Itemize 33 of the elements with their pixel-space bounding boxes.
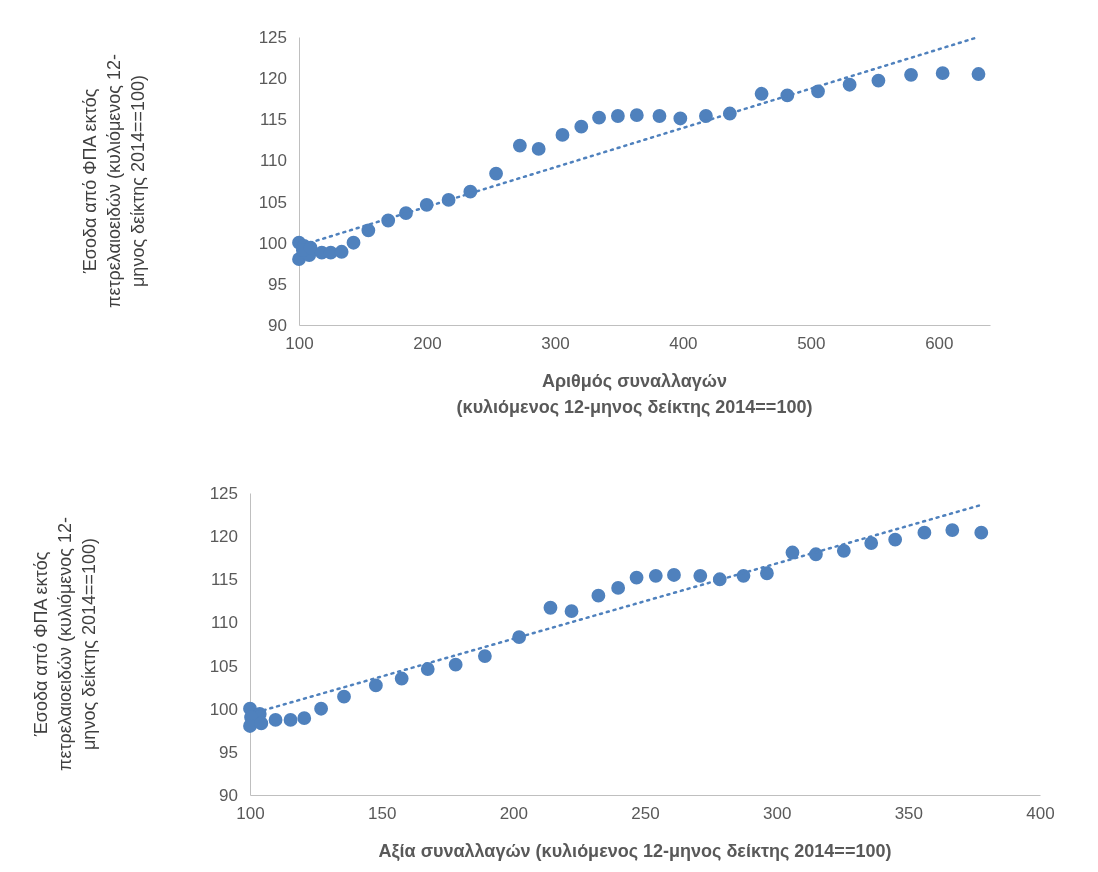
- x-tick-label: 300: [541, 334, 570, 354]
- x-tick-label: 600: [925, 334, 954, 354]
- y-axis-title: Έσοδα από ΦΠΑ εκτός πετρελαιοειδών (κυλιόμενος 12- μηνος δείκτης 2014==100): [31, 516, 99, 772]
- y-tick-label: 105: [258, 192, 287, 212]
- y-tick-label: 125: [209, 483, 238, 503]
- y-tick-label: 110: [210, 613, 238, 633]
- y-tick-label: 120: [209, 527, 238, 547]
- y-tick-label: 110: [259, 151, 287, 171]
- x-axis-title: Αριθμός συναλλαγών (κυλιόμενος 12-μηνος δείκτης 2014==100): [456, 371, 813, 417]
- x-tick-label: 500: [797, 334, 826, 354]
- y-tick-label: 95: [268, 274, 287, 294]
- x-tick-label: 150: [367, 804, 397, 824]
- y-tick-label: 115: [259, 110, 287, 130]
- y-tick-label: 90: [268, 315, 287, 335]
- x-tick-label: 100: [236, 804, 265, 824]
- x-tick-label: 300: [762, 804, 792, 824]
- y-tick-label: 120: [258, 69, 287, 89]
- y-axis-title: Έσοδα από ΦΠΑ εκτός πετρελαιοειδών (κυλιόμενος 12- μηνος δείκτης 2014==100): [80, 53, 148, 309]
- x-tick-label: 400: [669, 334, 698, 354]
- x-axis-title: Αξία συναλλαγών (κυλιόμενος 12-μηνος δείκτης 2014==100): [378, 841, 892, 862]
- y-tick-label: 105: [209, 656, 238, 676]
- y-tick-label: 100: [209, 699, 238, 719]
- x-tick-label: 200: [499, 804, 529, 824]
- x-tick-label: 400: [1026, 804, 1055, 824]
- x-tick-label: 350: [894, 804, 924, 824]
- x-tick-label: 100: [285, 334, 314, 354]
- y-tick-label: 95: [219, 742, 238, 762]
- y-tick-label: 100: [258, 233, 287, 253]
- x-tick-label: 200: [413, 334, 442, 354]
- y-tick-label: 125: [258, 27, 287, 47]
- y-tick-label: 90: [219, 785, 238, 805]
- x-tick-label: 250: [631, 804, 660, 824]
- y-tick-label: 115: [210, 570, 238, 590]
